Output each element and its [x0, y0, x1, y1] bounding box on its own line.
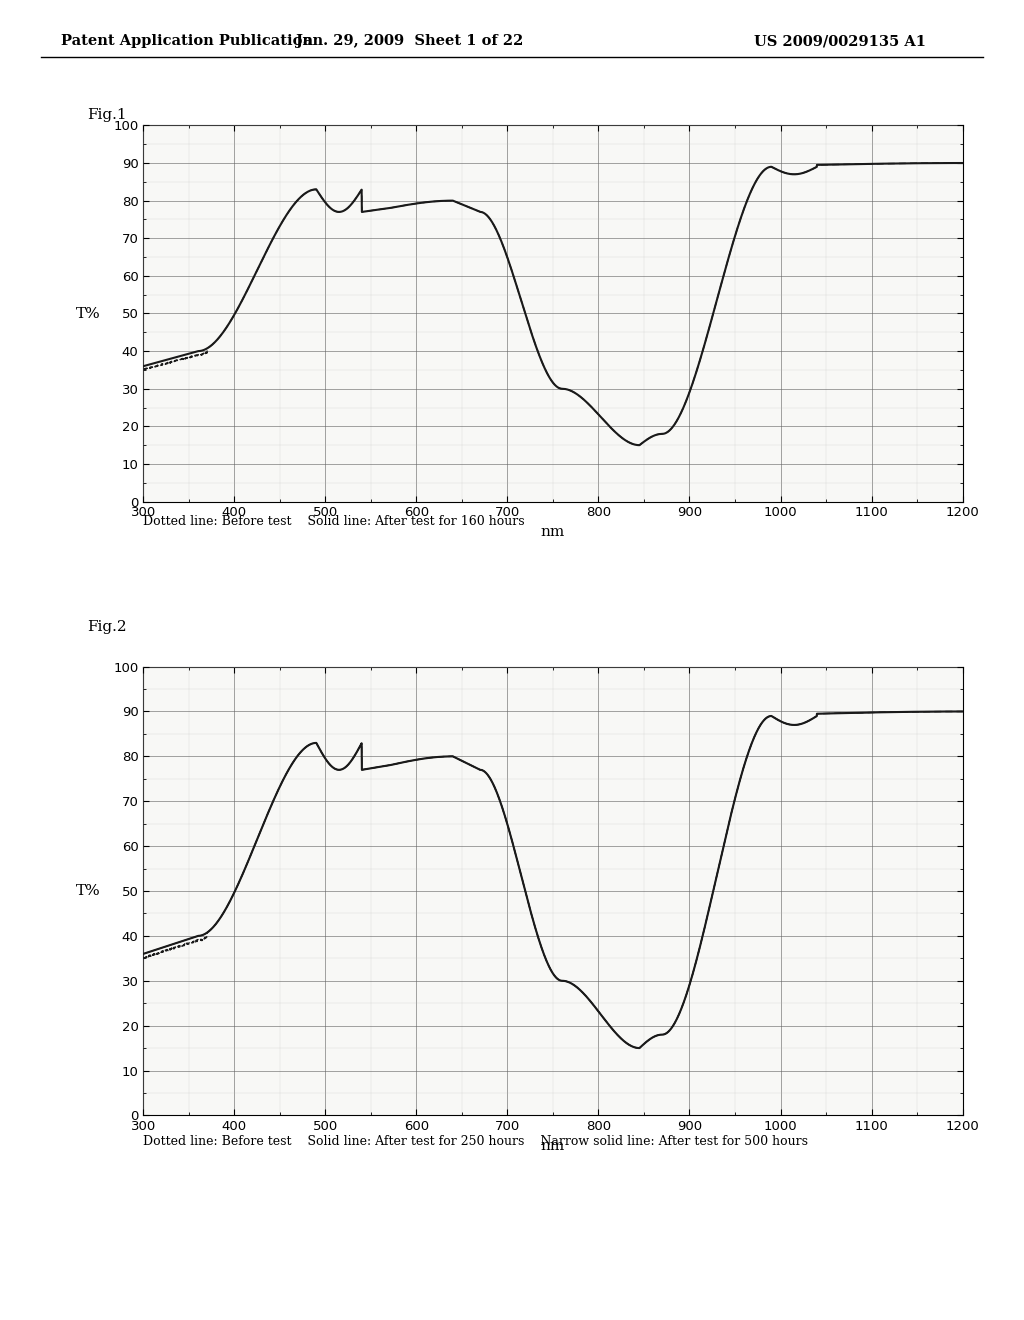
- Y-axis label: T%: T%: [76, 884, 100, 898]
- Text: Dotted line: Before test    Solid line: After test for 250 hours    Narrow solid: Dotted line: Before test Solid line: Aft…: [143, 1135, 808, 1148]
- Text: US 2009/0029135 A1: US 2009/0029135 A1: [754, 34, 926, 49]
- Text: Patent Application Publication: Patent Application Publication: [61, 34, 313, 49]
- Text: Fig.1: Fig.1: [87, 108, 127, 123]
- Text: Dotted line: Before test    Solid line: After test for 160 hours: Dotted line: Before test Solid line: Aft…: [143, 515, 525, 528]
- X-axis label: nm: nm: [541, 1139, 565, 1152]
- Y-axis label: T%: T%: [76, 306, 100, 321]
- Text: Jan. 29, 2009  Sheet 1 of 22: Jan. 29, 2009 Sheet 1 of 22: [296, 34, 523, 49]
- X-axis label: nm: nm: [541, 525, 565, 539]
- Text: Fig.2: Fig.2: [87, 620, 127, 635]
